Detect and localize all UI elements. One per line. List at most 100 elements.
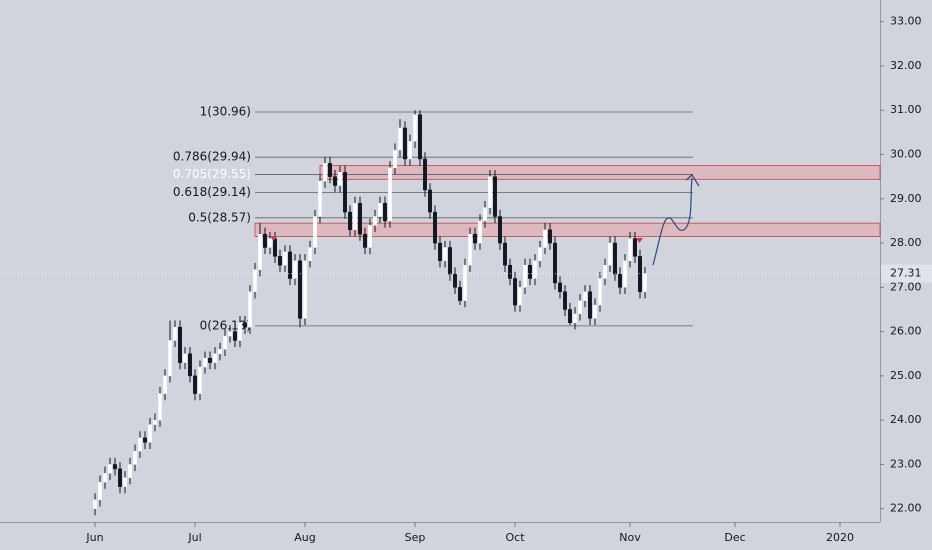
candle-body bbox=[138, 437, 142, 452]
candle-body bbox=[108, 464, 112, 474]
candle-body bbox=[598, 278, 602, 306]
candle-body bbox=[373, 216, 377, 226]
y-tick-label: 31.00 bbox=[890, 103, 922, 116]
candle-body bbox=[283, 251, 287, 266]
marker bbox=[636, 238, 643, 243]
candle-body bbox=[268, 238, 272, 248]
candle-body bbox=[623, 260, 627, 288]
candle-body bbox=[263, 233, 267, 248]
candle-body bbox=[488, 176, 492, 208]
candle-body bbox=[638, 256, 642, 293]
candle-body bbox=[578, 300, 582, 315]
candle-body bbox=[603, 264, 607, 279]
y-tick-label: 28.00 bbox=[890, 236, 922, 249]
fib-label: 1(30.96) bbox=[200, 105, 251, 119]
candle-body bbox=[483, 207, 487, 222]
candle-body bbox=[143, 437, 147, 443]
last-price-label: 27.31 bbox=[890, 267, 922, 280]
candle-body bbox=[223, 335, 227, 350]
candle-body bbox=[318, 180, 322, 217]
candle-body bbox=[558, 282, 562, 293]
candle-body bbox=[173, 326, 177, 341]
y-tick-label: 22.00 bbox=[890, 502, 922, 515]
candle-body bbox=[628, 238, 632, 262]
candle-body bbox=[288, 251, 292, 279]
candle-body bbox=[613, 242, 617, 275]
candle-body bbox=[218, 349, 222, 355]
candle-body bbox=[588, 291, 592, 319]
candle-body bbox=[353, 202, 357, 231]
candle-body bbox=[238, 322, 242, 341]
candle-body bbox=[248, 291, 252, 328]
candle-body bbox=[543, 229, 547, 248]
candle-body bbox=[193, 375, 197, 394]
candle-body bbox=[348, 211, 352, 231]
arrow-head bbox=[685, 174, 700, 187]
candle-body bbox=[458, 287, 462, 301]
y-tick-label: 29.00 bbox=[890, 192, 922, 205]
candle-body bbox=[93, 499, 97, 509]
candle-body bbox=[408, 140, 412, 160]
x-tick-label: 2020 bbox=[826, 531, 854, 544]
candle-body bbox=[293, 260, 297, 279]
axes: 22.00 23.00 24.00 25.00 26.00 27.00 28.00 29.00… bbox=[0, 15, 932, 544]
candle-body bbox=[383, 202, 387, 222]
candle-body bbox=[333, 176, 337, 186]
candle-body bbox=[633, 238, 637, 257]
x-tick-label: Nov bbox=[619, 531, 641, 544]
candle-body bbox=[583, 291, 587, 301]
candle-body bbox=[128, 464, 132, 478]
candle-body bbox=[523, 264, 527, 288]
candle-body bbox=[208, 357, 212, 363]
candle-body bbox=[323, 163, 327, 182]
candle-body bbox=[213, 353, 217, 363]
candle-body bbox=[358, 202, 362, 235]
y-tick-label: 27.00 bbox=[890, 280, 922, 293]
candle-body bbox=[498, 216, 502, 244]
candle-body bbox=[478, 220, 482, 244]
candle-body bbox=[443, 247, 447, 262]
candle-body bbox=[118, 468, 122, 487]
last-price-box bbox=[881, 264, 932, 283]
fib-label: 0.786(29.94) bbox=[173, 150, 251, 164]
candle-body bbox=[298, 260, 302, 319]
candle-body bbox=[503, 242, 507, 266]
candle-body bbox=[163, 375, 167, 394]
candle-body bbox=[328, 163, 332, 177]
x-tick-label: Aug bbox=[294, 531, 315, 544]
y-tick-label: 25.00 bbox=[890, 369, 922, 382]
candle-body bbox=[493, 176, 497, 217]
y-tick-label: 26.00 bbox=[890, 325, 922, 338]
candle-body bbox=[563, 291, 567, 310]
fib-label: 0.618(29.14) bbox=[173, 185, 251, 199]
candle-body bbox=[363, 233, 367, 248]
projection-arrow bbox=[652, 177, 693, 266]
candle-body bbox=[423, 158, 427, 191]
y-tick-label: 32.00 bbox=[890, 59, 922, 72]
candle-body bbox=[153, 419, 157, 425]
candle-body bbox=[258, 233, 262, 270]
candle-body bbox=[508, 264, 512, 279]
candle-body bbox=[168, 340, 172, 377]
candle-body bbox=[573, 313, 577, 324]
fib-levels: 1(30.96) 0.786(29.94) 0.705(29.55) 0.618(29… bbox=[173, 105, 693, 332]
zone bbox=[254, 222, 881, 237]
candle-body bbox=[438, 242, 442, 262]
candle-body bbox=[533, 260, 537, 279]
x-tick-label: Sep bbox=[405, 531, 426, 544]
candle-body bbox=[183, 353, 187, 363]
y-tick-label: 24.00 bbox=[890, 413, 922, 426]
candle-body bbox=[433, 211, 437, 244]
candle-body bbox=[448, 247, 452, 275]
x-tick-label: Jul bbox=[187, 531, 201, 544]
y-tick-label: 23.00 bbox=[890, 457, 922, 470]
candle-body bbox=[398, 127, 402, 151]
candle-body bbox=[468, 233, 472, 266]
candle-body bbox=[403, 127, 407, 160]
candle-body bbox=[203, 357, 207, 368]
zones bbox=[254, 165, 881, 237]
candle-body bbox=[618, 273, 622, 288]
candle-body bbox=[608, 242, 612, 266]
